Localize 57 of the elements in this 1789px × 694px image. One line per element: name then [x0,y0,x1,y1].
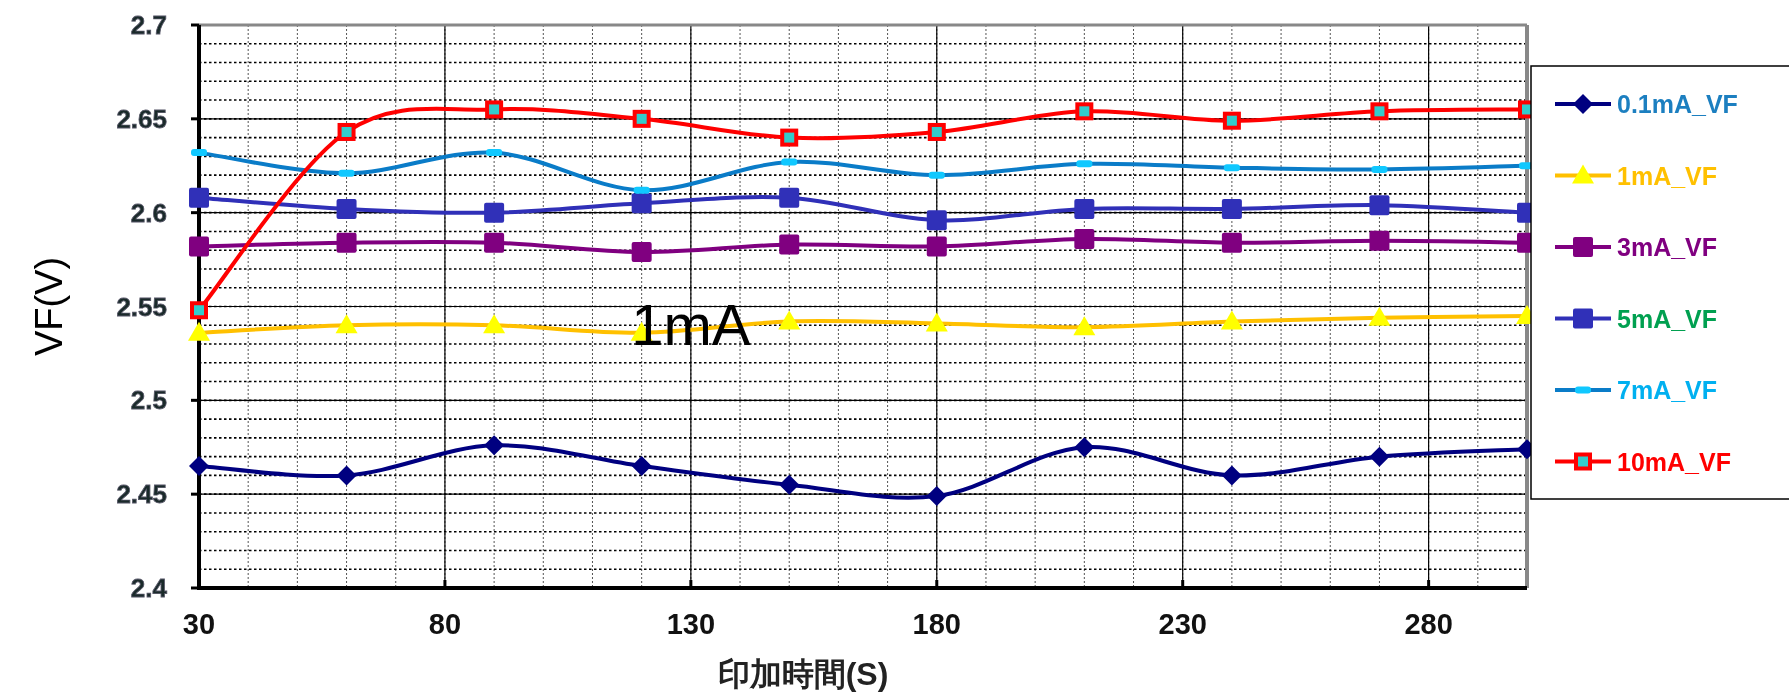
point [1074,198,1095,219]
point [779,187,800,208]
point [926,210,947,231]
point [1074,228,1095,249]
point [189,456,209,477]
legend-label: 1mA_VF [1617,161,1718,190]
legend-label: 0.1mA_VF [1617,90,1738,118]
point [1221,465,1242,486]
point [631,456,652,477]
point [484,202,505,223]
point [1369,230,1390,251]
point [337,122,356,141]
x-tick-label: 30 [182,608,216,640]
y-tick-label: 2.45 [116,479,167,510]
point [779,234,800,255]
point [484,435,505,456]
point [190,301,208,320]
legend-label: 7mA_VF [1617,376,1718,404]
y-tick-label: 2.4 [130,573,168,603]
point [336,232,357,253]
point [926,486,947,507]
point [336,198,357,219]
point [1369,446,1390,467]
point [1222,111,1241,130]
point [485,100,504,119]
legend-label: 10mA_VF [1617,447,1731,476]
legend-label: 3mA_VF [1617,233,1718,261]
point [1074,437,1095,458]
y-tick-label: 2.55 [116,291,167,322]
point [779,474,800,495]
point [1075,102,1094,121]
point [484,232,505,253]
point [336,465,357,486]
point [632,109,651,128]
x-tick-label: 180 [912,608,961,640]
point [631,193,652,214]
point [1221,198,1242,219]
y-tick-label: 2.65 [116,103,167,134]
y-tick-label: 2.6 [130,197,167,228]
x-tick-label: 230 [1158,608,1207,640]
point [780,128,799,147]
x-axis-title: 印加時間(S) [717,656,889,692]
point [189,187,209,208]
point [1370,102,1389,121]
y-axis-title: VF(V) [28,256,70,357]
legend-label: 5mA_VF [1617,304,1718,333]
point [631,242,652,263]
point [926,236,947,257]
point [1221,232,1242,253]
point [1369,195,1390,216]
point [189,236,209,257]
y-tick-label: 2.5 [130,385,167,416]
x-tick-label: 80 [428,608,462,640]
x-tick-label: 130 [666,608,716,640]
x-tick-label: 280 [1404,608,1453,640]
y-tick-label: 2.7 [130,10,167,40]
point [927,122,946,141]
